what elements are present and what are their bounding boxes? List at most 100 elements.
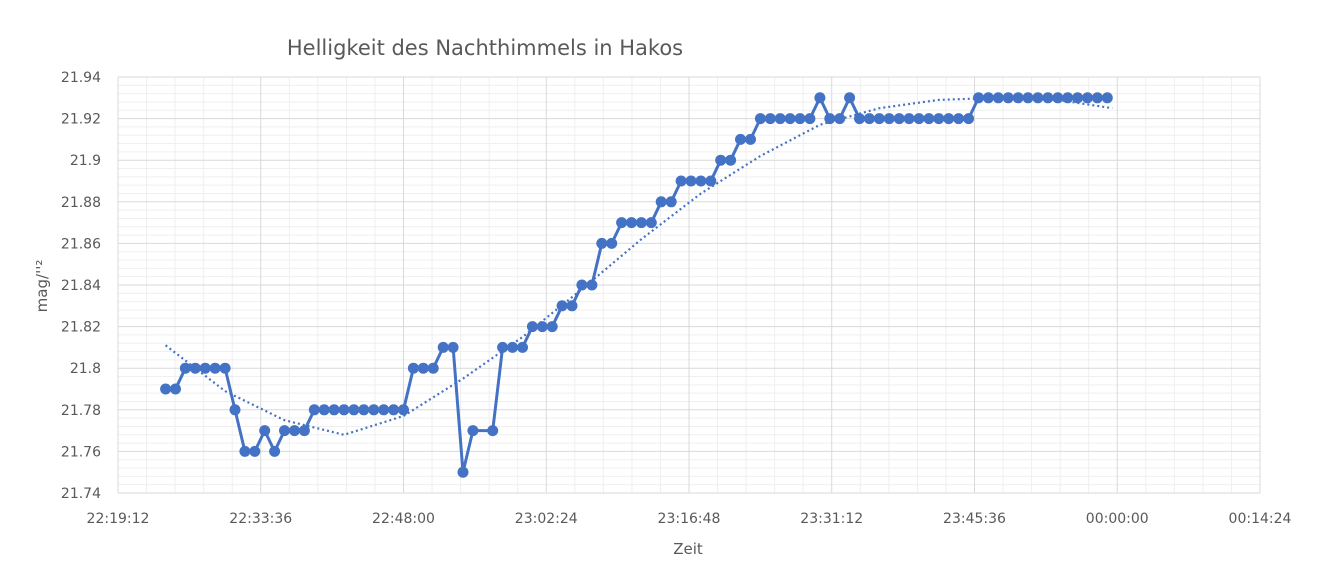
y-tick-label: 21.84	[61, 278, 101, 294]
data-point	[1082, 92, 1093, 104]
data-point	[616, 217, 628, 229]
data-point	[487, 425, 499, 437]
data-point	[189, 362, 201, 374]
data-point	[804, 113, 816, 125]
data-point	[1072, 92, 1084, 104]
data-point	[645, 217, 657, 229]
data-point	[1091, 92, 1103, 104]
y-tick-label: 21.86	[61, 236, 101, 252]
data-point	[1022, 92, 1034, 104]
data-point	[923, 113, 935, 125]
data-point	[1101, 92, 1113, 104]
y-tick-label: 21.8	[70, 361, 101, 377]
data-point	[398, 404, 409, 416]
data-point	[417, 362, 429, 374]
data-point	[745, 133, 756, 145]
data-point	[209, 362, 221, 374]
data-point	[576, 279, 588, 291]
data-point	[973, 92, 984, 104]
data-point	[526, 321, 538, 333]
data-point	[784, 113, 796, 125]
x-tick-label: 23:45:36	[943, 511, 1006, 527]
data-point	[497, 341, 509, 353]
data-point	[903, 113, 915, 125]
data-point	[219, 362, 231, 374]
y-tick-label: 21.92	[61, 112, 101, 128]
data-point	[873, 113, 885, 125]
data-point	[1052, 92, 1064, 104]
data-point	[368, 404, 380, 416]
major-gridlines	[117, 76, 1261, 494]
data-point	[546, 321, 558, 333]
data-point	[675, 175, 687, 187]
data-point	[863, 113, 875, 125]
data-point	[517, 341, 528, 353]
data-point	[943, 113, 955, 125]
data-point	[358, 404, 370, 416]
data-point	[249, 445, 261, 457]
data-point	[1032, 92, 1044, 104]
x-axis-label: Zeit	[673, 540, 703, 558]
data-point	[279, 425, 290, 437]
data-point	[606, 237, 618, 249]
data-point	[824, 113, 836, 125]
data-point	[298, 425, 310, 437]
data-point	[338, 404, 350, 416]
data-point	[229, 404, 241, 416]
data-point	[774, 113, 786, 125]
x-tick-label: 22:19:12	[87, 511, 150, 527]
trendline	[164, 96, 1113, 436]
y-axis-ticks: 21.94 21.92 21.9 21.88 21.86 21.84 21.82 21.8 21…	[61, 70, 101, 502]
x-tick-label: 23:31:12	[800, 511, 863, 527]
data-point	[982, 92, 994, 104]
x-tick-label: 00:14:24	[1229, 511, 1292, 527]
data-point	[953, 113, 965, 125]
data-point	[1062, 92, 1074, 104]
data-point	[427, 362, 439, 374]
data-point	[794, 113, 806, 125]
data-point	[179, 362, 191, 374]
data-point	[170, 383, 181, 395]
x-tick-label: 23:16:48	[658, 511, 721, 527]
data-point	[764, 113, 776, 125]
y-tick-label: 21.82	[61, 320, 101, 336]
data-point	[715, 154, 727, 166]
y-tick-label: 21.94	[61, 70, 101, 86]
data-point	[814, 92, 826, 104]
data-point	[834, 113, 846, 125]
data-point	[665, 196, 677, 208]
data-point	[655, 196, 667, 208]
data-point	[536, 321, 548, 333]
data-point	[586, 279, 598, 291]
data-point	[269, 445, 281, 457]
data-point	[854, 113, 865, 125]
data-point	[556, 300, 568, 312]
y-tick-label: 21.76	[61, 444, 101, 460]
x-tick-label: 22:33:36	[229, 511, 292, 527]
x-tick-label: 00:00:00	[1086, 511, 1149, 527]
y-tick-label: 21.78	[61, 403, 101, 419]
data-point	[289, 425, 300, 437]
data-point	[844, 92, 856, 104]
y-axis-label: mag/''²	[33, 260, 51, 313]
x-tick-label: 23:02:24	[515, 511, 578, 527]
x-axis-ticks: 22:19:12 22:33:36 22:48:00 23:02:24 23:16:48…	[87, 511, 1292, 527]
data-point	[735, 133, 746, 145]
series-points	[160, 92, 1113, 478]
data-point	[883, 113, 895, 125]
data-point	[348, 404, 360, 416]
data-point	[467, 425, 479, 437]
data-point	[913, 113, 925, 125]
data-point	[626, 217, 637, 229]
data-point	[318, 404, 330, 416]
y-tick-label: 21.9	[70, 153, 101, 169]
y-tick-label: 21.74	[61, 486, 101, 502]
data-point	[1002, 92, 1014, 104]
data-point	[308, 404, 320, 416]
data-point	[437, 341, 449, 353]
data-point	[259, 425, 271, 437]
data-point	[378, 404, 390, 416]
data-point	[457, 466, 469, 478]
chart-title: Helligkeit des Nachthimmels in Hakos	[287, 36, 683, 60]
